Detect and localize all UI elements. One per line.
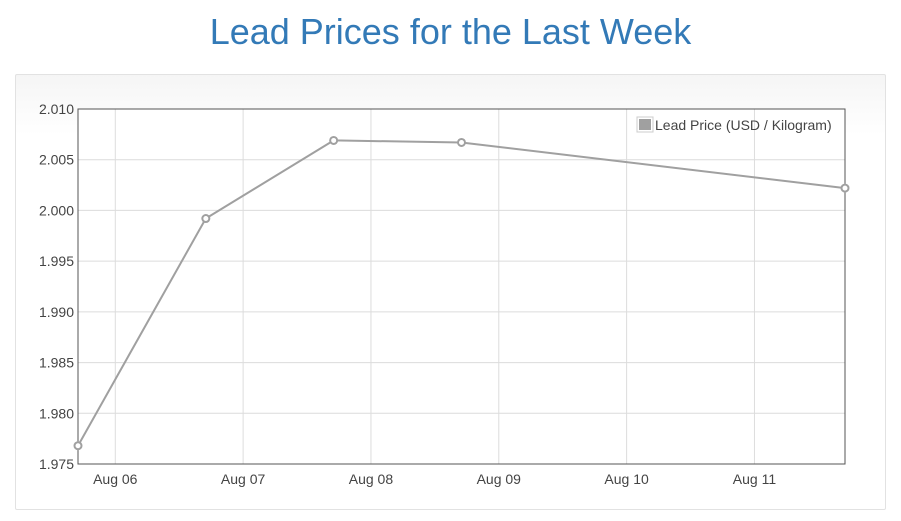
- data-point: [329, 135, 339, 145]
- series-layer: [73, 135, 850, 451]
- y-tick-label: 1.990: [39, 304, 74, 320]
- y-tick-label: 2.000: [39, 202, 74, 218]
- y-tick-label: 2.010: [39, 101, 74, 117]
- data-point: [201, 214, 211, 224]
- legend-label-lead-price: Lead Price (USD / Kilogram): [655, 117, 832, 133]
- y-tick-label: 1.980: [39, 405, 74, 421]
- x-tick-label: Aug 06: [93, 471, 138, 487]
- page-title: Lead Prices for the Last Week: [209, 11, 692, 52]
- line-chart: 1.975 1.980 1.985 1.990 1.995 2.000 2.005 2.010…: [39, 101, 850, 487]
- chart-panel: 1.975 1.980 1.985 1.990 1.995 2.000 2.005 2.010…: [15, 74, 886, 510]
- legend: Lead Price (USD / Kilogram): [636, 116, 832, 133]
- x-tick-label: Aug 07: [221, 471, 266, 487]
- y-tick-label: 1.985: [39, 355, 74, 371]
- x-tick-label: Aug 11: [733, 471, 777, 487]
- plot-border: [77, 108, 846, 465]
- plot-area: [78, 109, 845, 464]
- x-tick-label: Aug 10: [604, 471, 649, 487]
- x-axis-ticks: Aug 06 Aug 07 Aug 08 Aug 09 Aug 10 Aug 11: [93, 471, 776, 487]
- data-point: [840, 183, 850, 193]
- y-tick-label: 1.975: [39, 456, 74, 472]
- x-tick-label: Aug 08: [349, 471, 394, 487]
- data-point: [73, 441, 83, 451]
- y-tick-label: 2.005: [39, 152, 74, 168]
- grid-lines: [78, 109, 845, 464]
- x-tick-label: Aug 09: [477, 471, 522, 487]
- y-axis-ticks: 1.975 1.980 1.985 1.990 1.995 2.000 2.005 2.010: [39, 101, 74, 472]
- data-point: [457, 137, 466, 147]
- legend-swatch-fill: [639, 119, 651, 130]
- y-tick-label: 1.995: [39, 253, 74, 269]
